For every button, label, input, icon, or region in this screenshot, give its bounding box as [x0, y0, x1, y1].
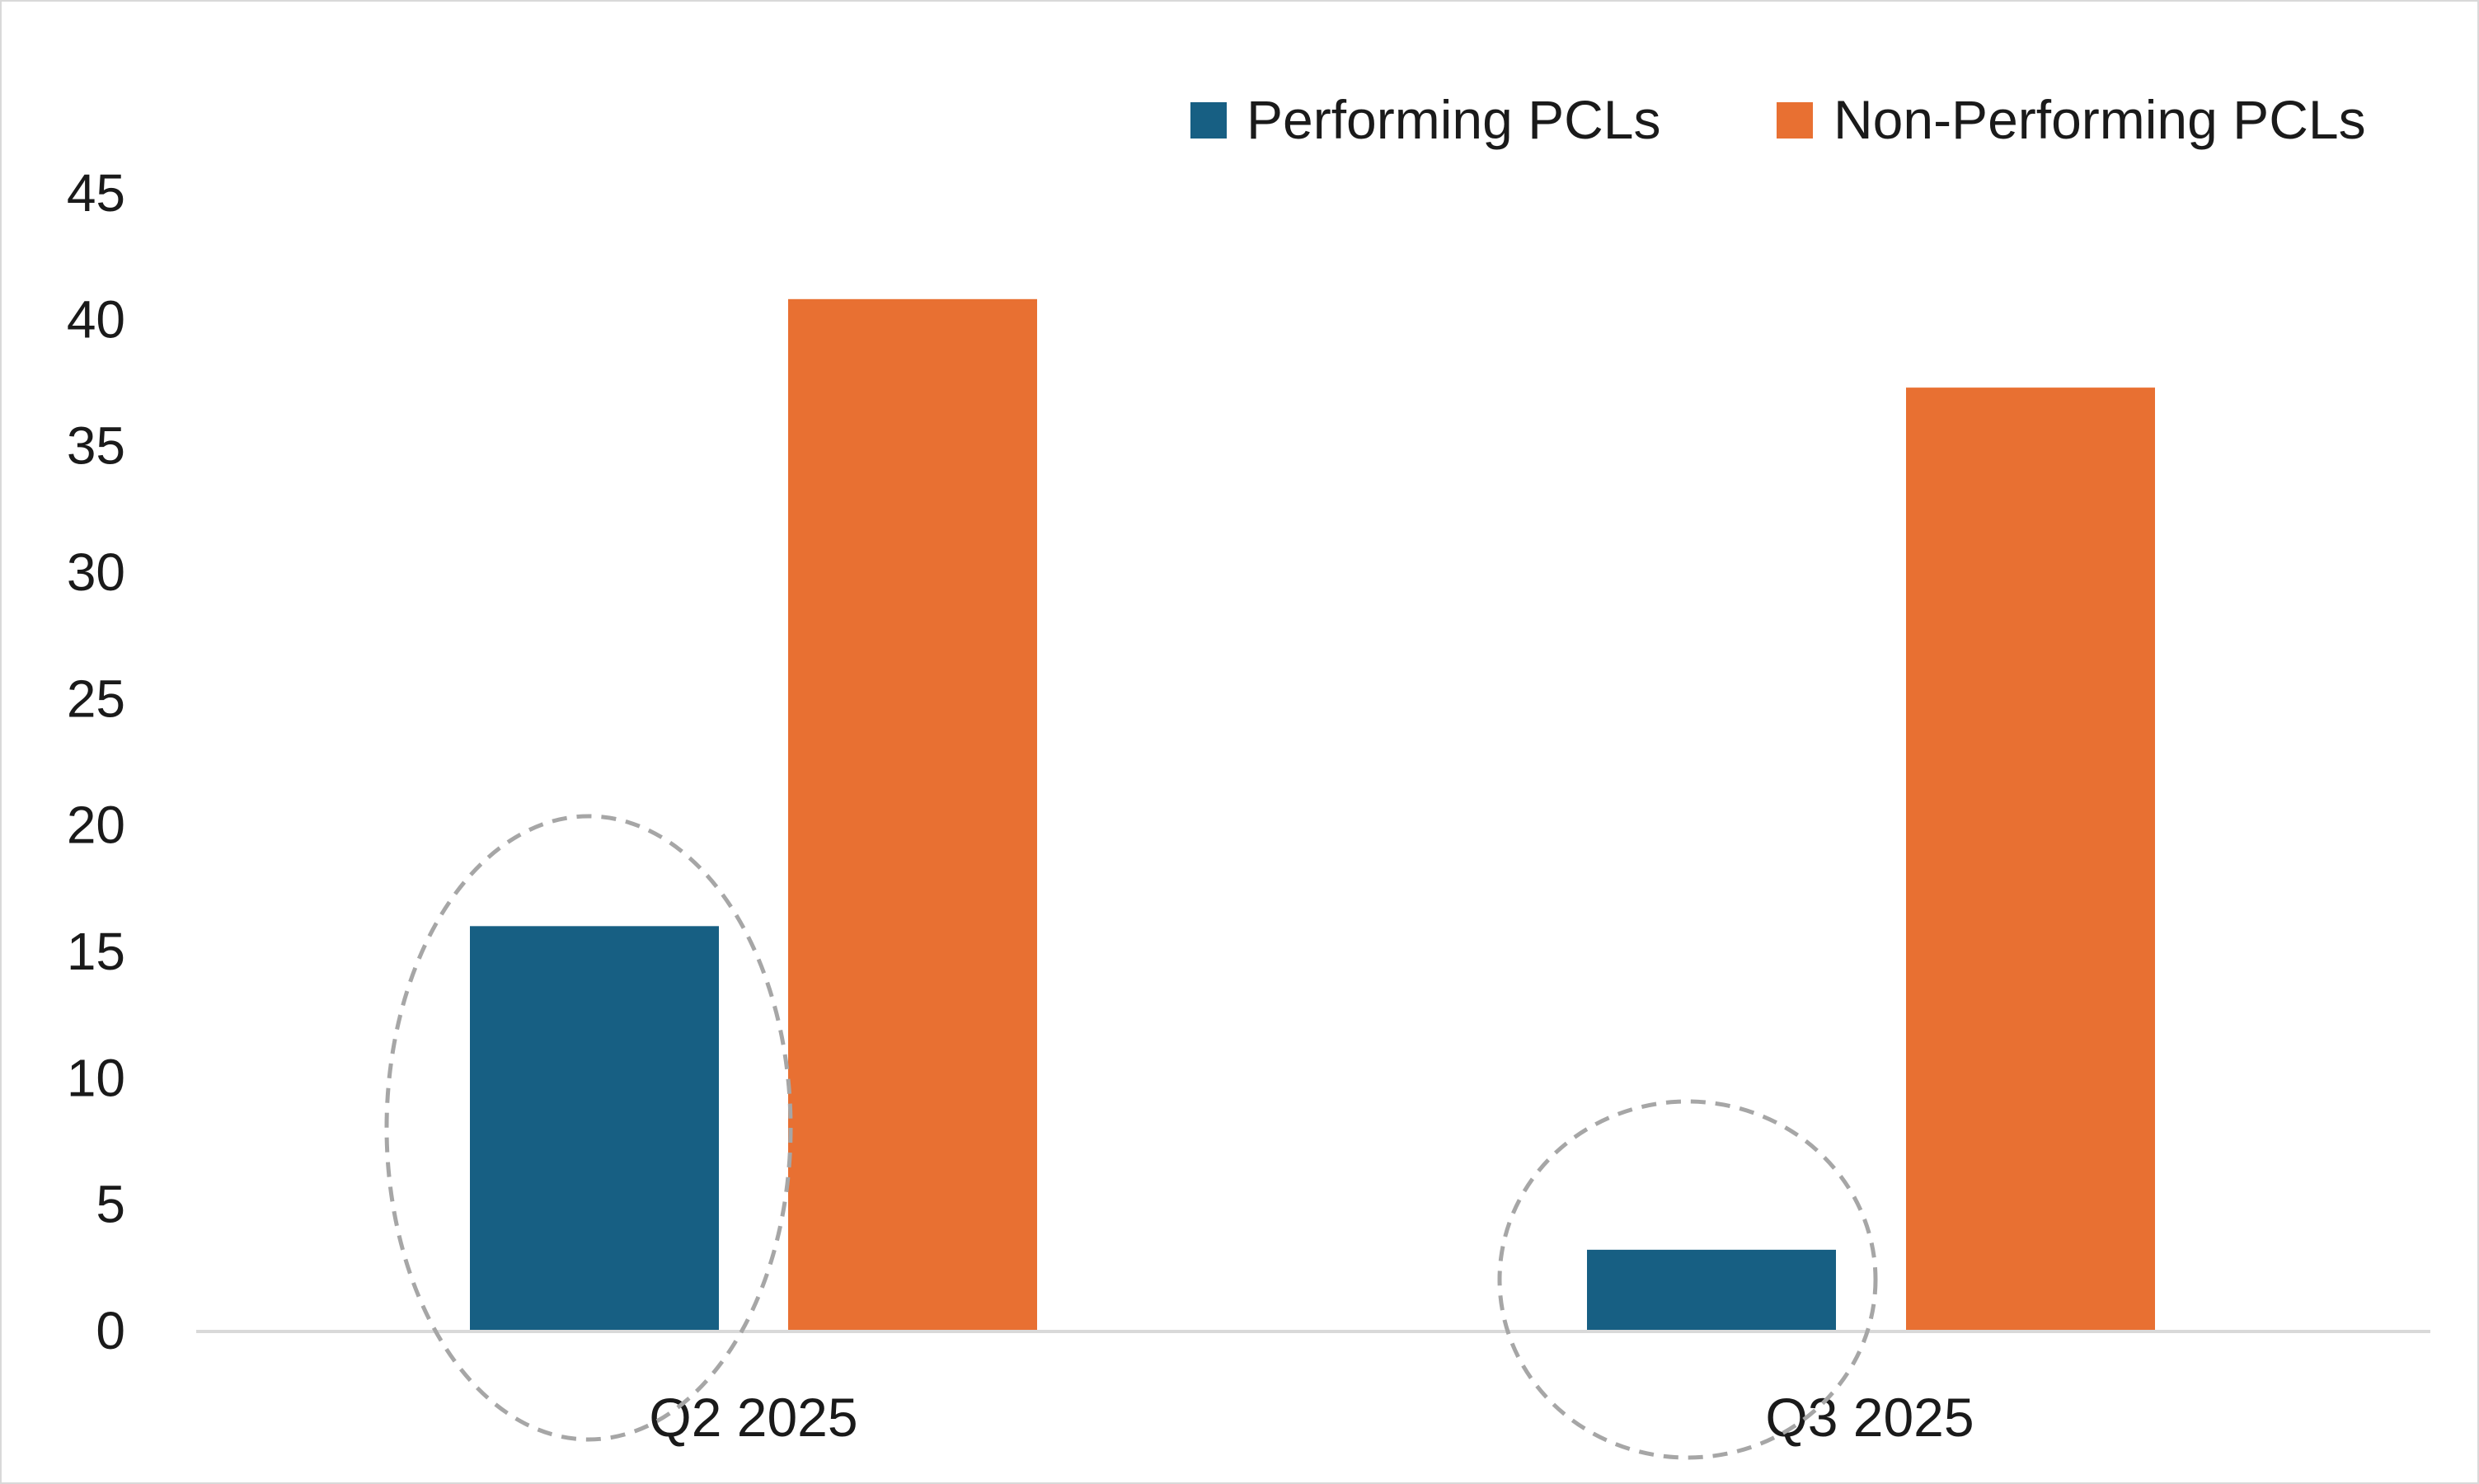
x-category-label: Q2 2025	[649, 1387, 857, 1448]
annotation-ellipse-q2	[384, 814, 793, 1442]
performing-pcls-bar-q2-2025	[470, 926, 719, 1331]
annotation-ellipses	[384, 814, 1878, 1460]
legend-label: Performing PCLs	[1247, 89, 1661, 150]
y-tick-label: 25	[67, 669, 125, 728]
y-tick-label: 40	[67, 289, 125, 349]
y-tick-label: 0	[96, 1301, 125, 1360]
legend-label: Non-Performing PCLs	[1833, 89, 2366, 150]
y-tick-label: 45	[67, 163, 125, 223]
y-axis-ticks: 0 5 10 15 20 25 30 35 40 45	[67, 163, 125, 1360]
legend-swatch	[1777, 102, 1813, 139]
non-performing-pcls-bar-q2-2025	[788, 298, 1037, 1331]
legend: Performing PCLs Non-Performing PCLs	[1190, 89, 2366, 150]
category-labels: Q2 2025 Q3 2025	[649, 1387, 1974, 1448]
y-tick-label: 20	[67, 796, 125, 855]
non-performing-pcls-bar-q3-2025	[1906, 387, 2155, 1331]
bars	[470, 298, 2155, 1331]
y-tick-label: 5	[96, 1175, 125, 1234]
y-tick-label: 35	[67, 416, 125, 476]
y-tick-label: 15	[67, 922, 125, 981]
y-tick-label: 10	[67, 1048, 125, 1107]
performing-pcls-bar-q3-2025	[1587, 1249, 1836, 1331]
y-tick-label: 30	[67, 542, 125, 602]
legend-swatch	[1190, 102, 1227, 139]
annotation-ellipse-q3	[1497, 1099, 1878, 1460]
x-category-label: Q3 2025	[1765, 1387, 1974, 1448]
